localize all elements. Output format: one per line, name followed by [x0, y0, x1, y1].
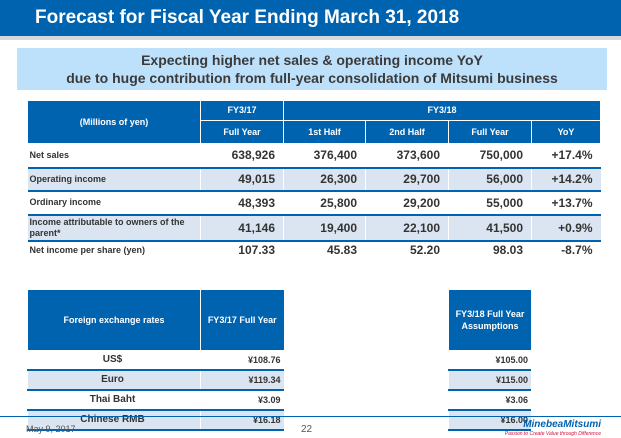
fx-table-fy17: Foreign exchange rates FY3/17 Full Year U…	[27, 290, 284, 431]
cell-value: 107.33	[200, 240, 284, 259]
currency-label: Chinese RMB	[27, 410, 201, 431]
fx-row: ¥16.00	[448, 410, 531, 431]
cell-value: 29,700	[365, 167, 449, 192]
currency-label: Thai Baht	[27, 390, 201, 411]
fy18-header: FY3/18	[282, 100, 602, 121]
rate-fy17: ¥108.76	[200, 350, 284, 371]
fx-row: ¥3.06	[448, 390, 531, 411]
cell-value: 98.03	[448, 240, 532, 259]
col-header: Full Year	[200, 120, 284, 144]
table-row: Ordinary income 48,393 25,800 29,200 55,000 +…	[27, 190, 601, 216]
cell-value: 638,926	[200, 143, 284, 169]
cell-value: 25,800	[283, 190, 366, 216]
rate-fy18: ¥115.00	[448, 370, 531, 391]
rate-fy18: ¥16.00	[448, 410, 531, 431]
company-logo: MinebeaMitsumi Passion to Create Value t…	[505, 419, 601, 437]
col-header: YoY	[530, 120, 602, 144]
fx-fy18-header: FY3/18 Full Year Assumptions	[448, 290, 531, 350]
fx-fy17-header: FY3/17 Full Year	[200, 290, 284, 350]
cell-value: 55,000	[448, 190, 532, 216]
logo-tagline: Passion to Create Value through Differen…	[504, 431, 601, 437]
table-row: Net sales 638,926 376,400 373,600 750,000 +17…	[27, 143, 601, 169]
cell-value: 48,393	[200, 190, 284, 216]
banner-line-1: Expecting higher net sales & operating i…	[141, 52, 483, 68]
rate-fy18: ¥3.06	[448, 390, 531, 411]
forecast-table: (Millions of yen) FY3/17 FY3/18 Full Yea…	[27, 100, 602, 259]
logo-text: MinebeaMitsumi	[523, 419, 601, 430]
unit-header: (Millions of yen)	[27, 100, 201, 144]
fx-row: Chinese RMB ¥16.18	[27, 410, 284, 431]
cell-value: 19,400	[283, 214, 366, 242]
title-bar: Forecast for Fiscal Year Ending March 31…	[0, 0, 621, 36]
row-label: Operating income	[27, 167, 201, 192]
fx-label-header: Foreign exchange rates	[27, 290, 201, 350]
cell-value: +0.9%	[530, 214, 601, 242]
cell-value: 45.83	[283, 240, 366, 259]
rate-fy17: ¥16.18	[200, 410, 284, 431]
banner-line-2: due to huge contribution from full-year …	[66, 70, 558, 86]
cell-value: 41,146	[200, 214, 284, 242]
currency-label: US$	[27, 350, 201, 371]
cell-value: +17.4%	[530, 143, 601, 169]
cell-value: -8.7%	[530, 240, 601, 259]
cell-value: 26,300	[283, 167, 366, 192]
row-label: Net sales	[27, 143, 201, 169]
cell-value: 29,200	[365, 190, 449, 216]
cell-value: 376,400	[283, 143, 366, 169]
cell-value: 49,015	[200, 167, 284, 192]
cell-value: +14.2%	[530, 167, 601, 192]
cell-value: 22,100	[365, 214, 449, 242]
col-header: 2nd Half	[365, 120, 449, 144]
table-row: Income attributable to owners of the par…	[27, 214, 601, 242]
col-header: 1st Half	[283, 120, 366, 144]
cell-value: 52.20	[365, 240, 449, 259]
fx-row: ¥105.00	[448, 350, 531, 371]
fx-row: Euro ¥119.34	[27, 370, 284, 391]
cell-value: 41,500	[448, 214, 532, 242]
rate-fy17: ¥119.34	[200, 370, 284, 391]
page-number: 22	[301, 424, 313, 435]
rate-fy18: ¥105.00	[448, 350, 531, 371]
fx-table-fy18: FY3/18 Full Year Assumptions ¥105.00 ¥115…	[448, 290, 531, 431]
currency-label: Euro	[27, 370, 201, 391]
fy17-header: FY3/17	[200, 100, 284, 121]
page-title: Forecast for Fiscal Year Ending March 31…	[35, 7, 460, 28]
row-label: Net income per share (yen)	[29, 244, 146, 255]
footer-date: May 9, 2017	[26, 424, 76, 434]
fx-row: US$ ¥108.76	[27, 350, 284, 371]
cell-value: +13.7%	[530, 190, 601, 216]
row-label: Income attributable to owners of the par…	[27, 214, 201, 242]
fx-row: Thai Baht ¥3.09	[27, 390, 284, 411]
summary-banner: Expecting higher net sales & operating i…	[17, 48, 607, 90]
cell-value: 56,000	[448, 167, 532, 192]
divider	[0, 36, 621, 40]
rate-fy17: ¥3.09	[200, 390, 284, 411]
row-label: Ordinary income	[27, 190, 201, 216]
cell-value: 750,000	[448, 143, 532, 169]
table-row: Operating income 49,015 26,300 29,700 56,000…	[27, 167, 601, 192]
col-header: Full Year	[448, 120, 532, 144]
cell-value: 373,600	[365, 143, 449, 169]
fx-row: ¥115.00	[448, 370, 531, 391]
table-row: Net income per share (yen) 107.33 45.83 52.…	[28, 240, 601, 259]
footer-divider	[0, 416, 621, 417]
